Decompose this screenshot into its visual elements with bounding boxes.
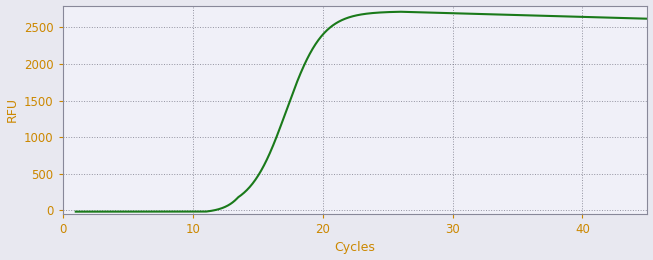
Y-axis label: RFU: RFU (6, 97, 18, 122)
X-axis label: Cycles: Cycles (335, 242, 375, 255)
